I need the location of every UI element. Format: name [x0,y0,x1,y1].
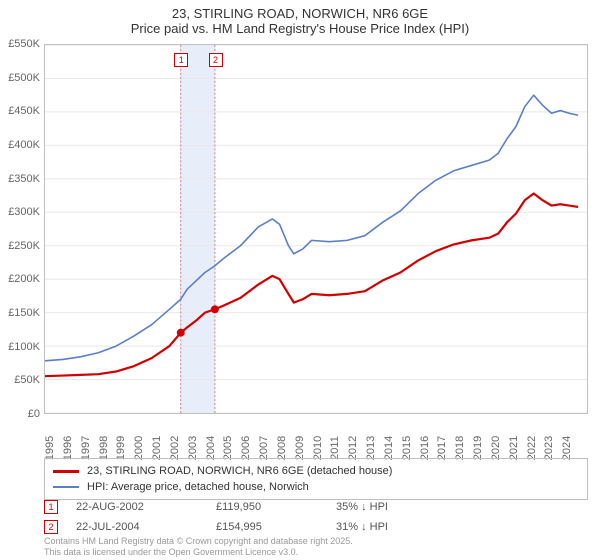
legend-item: 23, STIRLING ROAD, NORWICH, NR6 6GE (det… [53,463,579,479]
sale-marker: 2 [44,520,58,534]
x-tick-label: 2010 [312,436,324,460]
x-tick-label: 2021 [508,436,520,460]
chart-title: 23, STIRLING ROAD, NORWICH, NR6 6GE Pric… [0,0,600,36]
x-tick-label: 1995 [44,436,56,460]
x-tick-label: 2012 [347,436,359,460]
sale-row: 1 22-AUG-2002£119,95035% ↓ HPI [44,498,588,516]
legend-label: 23, STIRLING ROAD, NORWICH, NR6 6GE (det… [87,465,392,477]
x-tick-label: 1997 [80,436,92,460]
x-tick-label: 1999 [115,436,127,460]
x-tick-label: 2020 [490,436,502,460]
title-address: 23, STIRLING ROAD, NORWICH, NR6 6GE [0,6,600,21]
legend-item: HPI: Average price, detached house, Norw… [53,479,579,495]
x-tick-label: 1996 [62,436,74,460]
x-tick-label: 2024 [561,436,573,460]
y-tick-label: £0 [28,408,40,420]
y-tick-label: £250K [8,240,40,252]
y-axis-labels: £0£50K£100K£150K£200K£250K£300K£350K£400… [0,44,42,414]
x-tick-label: 2022 [526,436,538,460]
y-tick-label: £450K [8,105,40,117]
x-tick-label: 2008 [276,436,288,460]
y-tick-label: £100K [8,341,40,353]
x-tick-label: 2001 [151,436,163,460]
footer-copyright: Contains HM Land Registry data © Crown c… [44,536,353,547]
chart-marker-1: 1 [174,53,188,67]
x-tick-label: 2005 [222,436,234,460]
chart-footer: Contains HM Land Registry data © Crown c… [44,536,353,558]
y-tick-label: £400K [8,139,40,151]
chart-svg [45,45,587,413]
y-tick-label: £500K [8,72,40,84]
sale-date: 22-JUL-2004 [76,521,216,533]
x-tick-label: 2015 [401,436,413,460]
x-tick-label: 2016 [419,436,431,460]
sale-hpi: 35% ↓ HPI [336,501,388,513]
x-tick-label: 1998 [98,436,110,460]
chart-marker-2: 2 [209,53,223,67]
x-tick-label: 2003 [187,436,199,460]
legend-swatch [53,486,79,488]
x-tick-label: 2013 [365,436,377,460]
x-axis-labels: 1995199619971998199920002001200220032004… [44,416,588,456]
sale-price: £119,950 [216,501,336,513]
x-tick-label: 2000 [133,436,145,460]
x-tick-label: 2017 [436,436,448,460]
title-subtitle: Price paid vs. HM Land Registry's House … [0,21,600,36]
x-tick-label: 2006 [240,436,252,460]
legend-swatch [53,470,79,473]
sale-price: £154,995 [216,521,336,533]
y-tick-label: £150K [8,307,40,319]
sale-hpi: 31% ↓ HPI [336,521,388,533]
sale-marker: 1 [44,500,58,514]
chart-plot-area: 12 [44,44,588,414]
x-tick-label: 2014 [383,436,395,460]
x-tick-label: 2011 [329,436,341,460]
x-tick-label: 2002 [169,436,181,460]
sale-date: 22-AUG-2002 [76,501,216,513]
y-tick-label: £200K [8,273,40,285]
y-tick-label: £550K [8,38,40,50]
sale-row: 2 22-JUL-2004£154,99531% ↓ HPI [44,518,588,536]
x-tick-label: 2023 [543,436,555,460]
x-tick-label: 2004 [205,436,217,460]
sales-table: 1 22-AUG-2002£119,95035% ↓ HPI 2 22-JUL-200… [44,498,588,538]
y-tick-label: £300K [8,206,40,218]
chart-legend: 23, STIRLING ROAD, NORWICH, NR6 6GE (det… [44,458,588,500]
x-tick-label: 2018 [454,436,466,460]
x-tick-label: 2009 [294,436,306,460]
legend-label: HPI: Average price, detached house, Norw… [87,481,309,493]
y-tick-label: £50K [14,374,40,386]
x-tick-label: 2007 [258,436,270,460]
y-tick-label: £350K [8,173,40,185]
x-tick-label: 2019 [472,436,484,460]
footer-license: This data is licensed under the Open Gov… [44,547,353,558]
